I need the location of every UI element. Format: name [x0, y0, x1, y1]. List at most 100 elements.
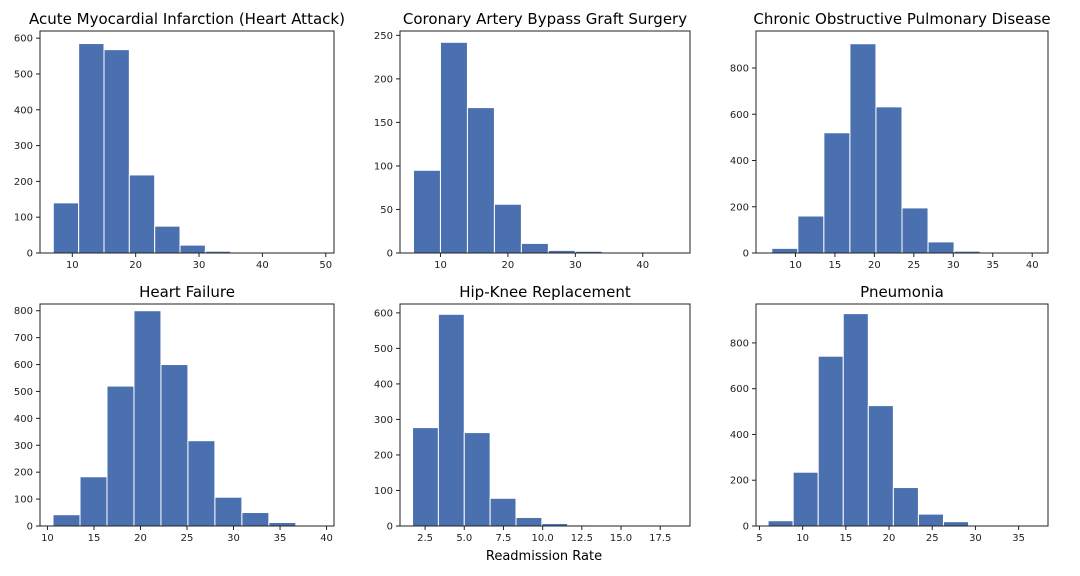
y-tick-label: 600 [14, 34, 33, 45]
x-tick-label: 40 [636, 260, 649, 271]
histogram-bar [849, 43, 877, 254]
histogram-bar [842, 313, 869, 527]
x-tick-label: 40 [1026, 260, 1039, 271]
histogram-bar [412, 169, 441, 254]
chart-title: Acute Myocardial Infarction (Heart Attac… [29, 10, 345, 28]
y-tick-label: 100 [14, 495, 33, 506]
y-tick-label: 200 [14, 468, 33, 479]
x-tick-label: 5.0 [456, 533, 472, 544]
y-tick-label: 800 [14, 306, 33, 317]
y-tick-label: 500 [374, 344, 393, 355]
x-tick-label: 30 [947, 260, 960, 271]
y-tick-label: 600 [730, 384, 749, 395]
histogram-bar [106, 385, 135, 527]
y-tick-label: 200 [730, 476, 749, 487]
histogram-bar [466, 107, 495, 254]
y-tick-label: 600 [374, 308, 393, 319]
histogram-bar [875, 106, 903, 254]
x-tick-label: 35 [1012, 533, 1025, 544]
y-tick-label: 50 [380, 205, 393, 216]
x-tick-label: 30 [227, 533, 240, 544]
histogram-bar [78, 43, 105, 254]
x-tick-label: 15 [88, 533, 101, 544]
histogram-bar [52, 514, 81, 527]
histogram-bar [817, 355, 844, 527]
x-tick-label: 25 [926, 533, 939, 544]
x-tick-label: 17.5 [649, 533, 671, 544]
histogram-bar [463, 432, 491, 527]
x-tick-label: 25 [907, 260, 920, 271]
histogram-bar [52, 202, 80, 254]
x-tick-label: 10 [66, 260, 79, 271]
y-tick-label: 250 [374, 31, 393, 42]
y-tick-label: 200 [14, 177, 33, 188]
y-tick-label: 300 [14, 441, 33, 452]
x-tick-label: 30 [193, 260, 206, 271]
histogram-bar [892, 487, 919, 527]
histogram-bar [154, 225, 181, 254]
y-tick-label: 300 [14, 141, 33, 152]
x-tick-label: 20 [868, 260, 881, 271]
x-tick-label: 15 [829, 260, 842, 271]
histogram-bar [214, 496, 243, 527]
x-tick-label: 35 [986, 260, 999, 271]
y-tick-label: 100 [374, 161, 393, 172]
y-tick-label: 150 [374, 118, 393, 129]
x-tick-label: 10 [41, 533, 54, 544]
histogram-bar [520, 242, 549, 254]
histogram-bar [927, 241, 955, 254]
histogram-bar [437, 313, 465, 527]
y-tick-label: 0 [387, 522, 393, 533]
histogram-bar [867, 405, 894, 527]
plot-frame [755, 303, 1049, 527]
chart-title: Pneumonia [860, 283, 944, 301]
histogram-bar [412, 427, 439, 527]
chart-title: Chronic Obstructive Pulmonary Disease [753, 10, 1050, 28]
chart-panel: 10 20 30 40 0 50 100 150 200 250 Coronary Artery B… [374, 10, 691, 271]
y-tick-label: 400 [730, 430, 749, 441]
y-tick-label: 800 [730, 64, 749, 75]
y-tick-label: 600 [730, 110, 749, 121]
chart-title: Heart Failure [139, 283, 235, 301]
y-tick-label: 0 [743, 249, 749, 260]
y-tick-label: 800 [730, 338, 749, 349]
y-tick-label: 600 [14, 360, 33, 371]
chart-title: Hip-Knee Replacement [459, 283, 631, 301]
chart-panel: 10 15 20 25 30 35 400100200300400500600700800H… [14, 283, 335, 544]
chart-title: Coronary Artery Bypass Graft Surgery [403, 10, 687, 28]
histogram-bar [823, 132, 851, 254]
histogram-bar [179, 244, 206, 254]
x-tick-label: 25 [181, 533, 194, 544]
x-tick-label: 10 [796, 533, 809, 544]
plot-frame [755, 30, 1049, 254]
histogram-bar [792, 471, 819, 527]
x-tick-label: 35 [274, 533, 287, 544]
y-tick-label: 400 [374, 379, 393, 390]
y-tick-label: 500 [14, 69, 33, 80]
y-tick-label: 100 [14, 213, 33, 224]
x-tick-label: 20 [134, 533, 147, 544]
y-tick-label: 700 [14, 333, 33, 344]
histogram-bar [767, 520, 794, 527]
plot-frame [399, 303, 691, 527]
y-tick-label: 0 [387, 249, 393, 260]
histogram-bar [493, 203, 522, 254]
y-tick-label: 200 [374, 450, 393, 461]
x-tick-label: 10 [789, 260, 802, 271]
histogram-bar [439, 41, 468, 254]
y-tick-label: 200 [730, 202, 749, 213]
x-tick-label: 10.0 [532, 533, 554, 544]
x-tick-label: 20 [502, 260, 515, 271]
x-tick-label: 5 [756, 533, 762, 544]
y-tick-label: 200 [374, 74, 393, 85]
x-tick-label: 30 [569, 260, 582, 271]
histogram-bar [489, 497, 517, 527]
x-tick-label: 40 [256, 260, 269, 271]
y-tick-label: 0 [743, 522, 749, 533]
x-tick-label: 30 [969, 533, 982, 544]
x-tick-label: 12.5 [571, 533, 593, 544]
histogram-bar [771, 247, 799, 254]
